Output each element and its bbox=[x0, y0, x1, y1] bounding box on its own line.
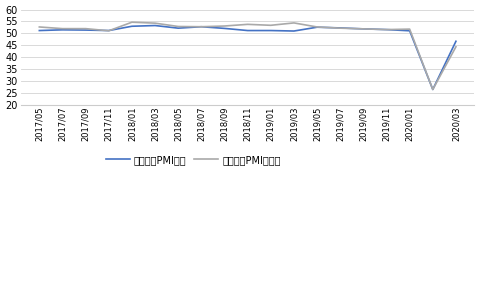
财新中国PMI服务业 bbox=[83, 27, 88, 30]
财新中国PMI综合 bbox=[453, 40, 459, 43]
Line: 财新中国PMI服务业: 财新中国PMI服务业 bbox=[39, 22, 456, 90]
财新中国PMI服务业 bbox=[175, 25, 181, 28]
财新中国PMI服务业 bbox=[407, 27, 412, 31]
财新中国PMI服务业 bbox=[129, 21, 135, 24]
财新中国PMI综合 bbox=[222, 27, 228, 30]
财新中国PMI综合 bbox=[291, 29, 297, 33]
财新中国PMI综合 bbox=[245, 29, 251, 32]
Line: 财新中国PMI综合: 财新中国PMI综合 bbox=[39, 25, 456, 90]
财新中国PMI服务业 bbox=[291, 21, 297, 25]
财新中国PMI服务业 bbox=[222, 24, 228, 28]
财新中国PMI综合 bbox=[430, 88, 436, 91]
财新中国PMI综合 bbox=[198, 25, 204, 28]
财新中国PMI综合 bbox=[36, 29, 42, 32]
财新中国PMI综合 bbox=[314, 25, 320, 29]
财新中国PMI服务业 bbox=[314, 25, 320, 29]
财新中国PMI综合 bbox=[152, 24, 158, 27]
财新中国PMI综合 bbox=[337, 26, 343, 30]
财新中国PMI服务业 bbox=[337, 26, 343, 30]
财新中国PMI综合 bbox=[175, 26, 181, 30]
财新中国PMI服务业 bbox=[430, 88, 436, 91]
Legend: 财新中国PMI综合, 财新中国PMI服务业: 财新中国PMI综合, 财新中国PMI服务业 bbox=[102, 151, 285, 169]
财新中国PMI服务业 bbox=[360, 27, 366, 31]
财新中国PMI服务业 bbox=[106, 29, 112, 33]
财新中国PMI服务业 bbox=[60, 27, 65, 30]
财新中国PMI综合 bbox=[384, 28, 389, 31]
财新中国PMI综合 bbox=[268, 29, 274, 32]
财新中国PMI服务业 bbox=[453, 45, 459, 49]
财新中国PMI服务业 bbox=[36, 25, 42, 29]
财新中国PMI综合 bbox=[407, 29, 412, 33]
财新中国PMI服务业 bbox=[268, 24, 274, 27]
财新中国PMI综合 bbox=[360, 27, 366, 31]
财新中国PMI综合 bbox=[83, 28, 88, 32]
财新中国PMI服务业 bbox=[152, 21, 158, 25]
财新中国PMI服务业 bbox=[384, 28, 389, 31]
财新中国PMI综合 bbox=[106, 29, 112, 32]
财新中国PMI综合 bbox=[129, 25, 135, 28]
财新中国PMI服务业 bbox=[198, 25, 204, 28]
财新中国PMI综合 bbox=[60, 28, 65, 32]
财新中国PMI服务业 bbox=[245, 23, 251, 26]
